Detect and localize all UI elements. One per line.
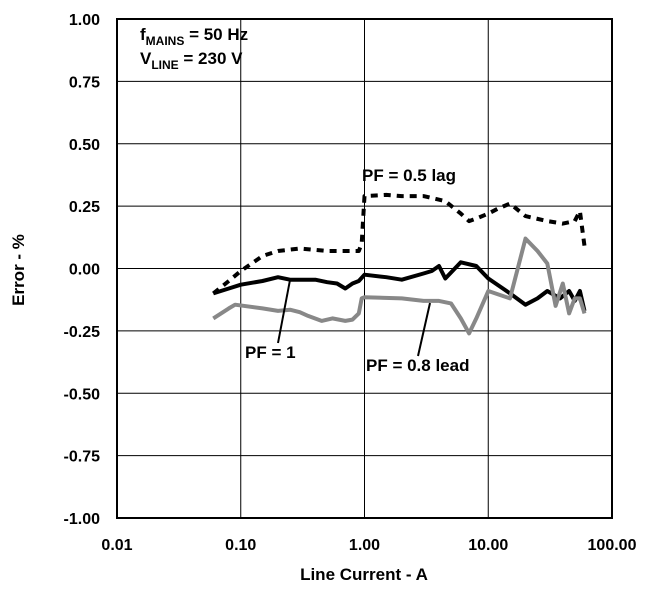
y-tick-label: 0.50 [69, 137, 100, 154]
series-line-1 [212, 260, 587, 312]
y-tick-label: 0.00 [69, 262, 100, 279]
annotation-pf-08-lead: PF = 0.8 lead [366, 356, 469, 375]
condition-frequency: fMAINS = 50 Hz [140, 25, 248, 48]
y-tick-label: 1.00 [69, 12, 100, 29]
series-layer [212, 192, 587, 336]
x-tick-label: 0.01 [101, 537, 132, 554]
y-tick-label: 0.75 [69, 74, 100, 91]
x-tick-label: 10.00 [468, 537, 508, 554]
leader-pf-1 [277, 279, 291, 344]
tick-labels: 0.01 0.10 1.00 10.00 100.00 1.00 0.75 0.50 0.25 0… [64, 12, 637, 554]
y-axis-title: Error - % [9, 234, 28, 306]
x-tick-label: 100.00 [588, 537, 637, 554]
x-tick-label: 1.00 [349, 537, 380, 554]
y-tick-label: -0.50 [64, 386, 101, 403]
plot-frame [116, 18, 613, 519]
y-tick-label: -1.00 [64, 511, 101, 528]
grid [117, 19, 612, 518]
series-line-2 [212, 236, 587, 336]
condition-voltage: VLINE = 230 V [140, 49, 243, 72]
annotation-pf-1: PF = 1 [245, 343, 296, 362]
y-tick-label: 0.25 [69, 199, 100, 216]
annotation-pf-05-lag: PF = 0.5 lag [362, 166, 456, 185]
y-tick-label: -0.75 [64, 449, 101, 466]
leader-pf-08-lead [417, 302, 431, 357]
x-axis-title: Line Current - A [300, 565, 428, 584]
series-line-3 [212, 192, 587, 295]
x-tick-label: 0.10 [225, 537, 256, 554]
y-tick-label: -0.25 [64, 324, 101, 341]
